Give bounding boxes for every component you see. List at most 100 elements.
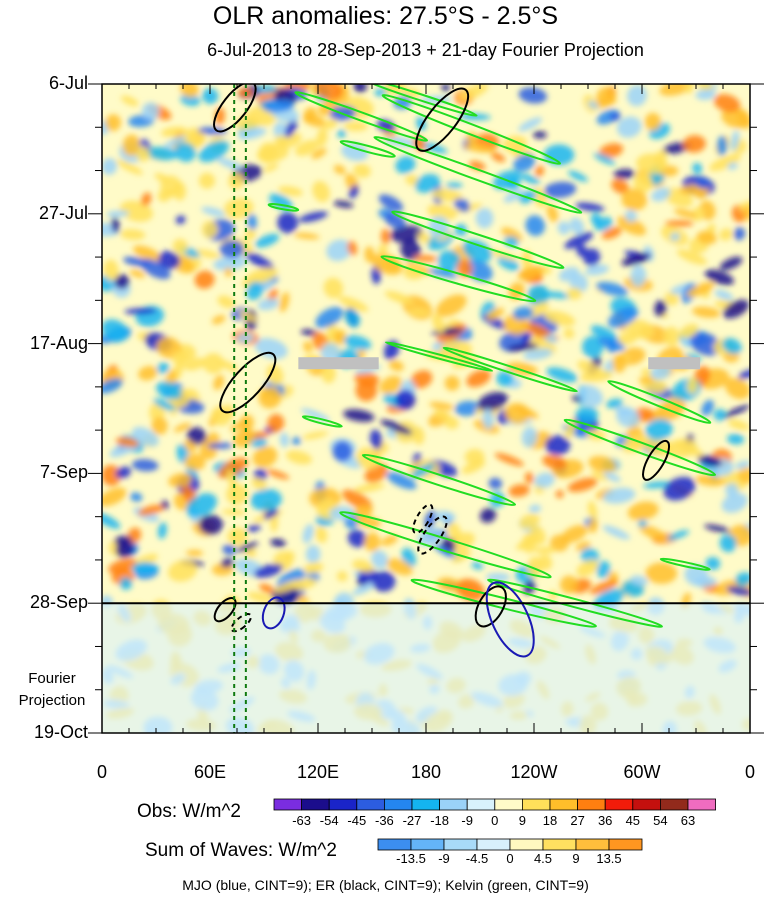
field-blob xyxy=(120,229,146,240)
field-blob xyxy=(738,200,750,212)
field-blob xyxy=(444,416,459,430)
field-blob xyxy=(679,323,699,339)
field-blob xyxy=(463,143,496,153)
axes xyxy=(88,83,764,734)
field-blob xyxy=(565,418,577,439)
field-blob xyxy=(633,172,653,193)
field-blob xyxy=(198,172,216,189)
field-blob xyxy=(589,579,619,595)
field-blob xyxy=(294,139,319,156)
colorbar-swatch xyxy=(575,838,610,851)
kelvin-contour xyxy=(487,578,663,628)
colorbar-swatch xyxy=(476,838,511,851)
missing-data-bar xyxy=(298,357,379,370)
field-blob xyxy=(621,252,652,267)
field-blob xyxy=(263,163,279,173)
field-blob xyxy=(567,170,588,182)
field-blob xyxy=(539,291,573,299)
field-blob xyxy=(616,407,640,428)
field-blob xyxy=(197,127,227,136)
field-blob xyxy=(102,378,123,394)
field-blob xyxy=(386,558,413,576)
field-blob xyxy=(560,575,579,594)
field-blob xyxy=(485,307,505,321)
field-blob xyxy=(236,333,255,344)
field-blob xyxy=(413,255,438,262)
field-blob xyxy=(279,132,302,149)
field-blob xyxy=(638,524,669,543)
field-blob xyxy=(284,119,298,138)
field-blob xyxy=(524,472,534,485)
field-blob xyxy=(609,112,621,122)
field-blob xyxy=(298,211,328,223)
x-tick-label: 60W xyxy=(623,762,661,782)
field-blob xyxy=(364,532,381,552)
field-blob xyxy=(663,476,696,501)
er-contour xyxy=(412,503,434,535)
field-blob xyxy=(625,209,637,223)
field-blob xyxy=(613,168,636,180)
field-blob xyxy=(247,592,275,603)
field-blob xyxy=(312,180,330,203)
kelvin-contour xyxy=(339,511,552,579)
field-blob xyxy=(145,146,179,161)
field-blob xyxy=(131,562,158,575)
colorbar-swatch xyxy=(509,838,544,851)
y-tick-label: 27-Jul xyxy=(38,202,88,223)
field-blob xyxy=(434,409,449,420)
field-blob xyxy=(316,127,328,147)
colorbar-swatch xyxy=(542,838,577,851)
field-blob xyxy=(563,328,575,339)
field-blob xyxy=(695,89,716,101)
field-blob xyxy=(172,350,188,366)
field-blob xyxy=(491,152,506,163)
field-blob xyxy=(184,453,206,471)
field-blob xyxy=(102,512,121,529)
field-blob xyxy=(517,265,545,280)
field-blob xyxy=(384,290,414,305)
field-blob xyxy=(569,217,585,235)
field-blob xyxy=(598,336,625,351)
field-blob xyxy=(246,524,262,533)
field-blob xyxy=(326,239,352,262)
field-blob xyxy=(228,172,245,190)
field-blob xyxy=(596,560,611,579)
field-blob xyxy=(736,108,750,129)
field-blob xyxy=(501,227,523,242)
field-blob xyxy=(684,84,694,94)
colorbar-label: 36 xyxy=(597,813,613,828)
field-blob xyxy=(714,289,734,301)
field-blob xyxy=(380,419,413,435)
field-blob xyxy=(267,414,285,433)
field-blob xyxy=(186,549,204,557)
field-blob xyxy=(704,524,731,533)
field-blob xyxy=(252,446,278,468)
field-blob xyxy=(664,220,695,227)
field-blob xyxy=(277,212,299,234)
field-blob xyxy=(686,377,698,395)
field-blob xyxy=(102,319,129,342)
field-blob xyxy=(180,84,199,98)
field-blob xyxy=(543,181,577,199)
field-blob xyxy=(494,452,524,467)
field-blob xyxy=(730,130,740,151)
field-blob xyxy=(336,571,348,582)
field-blob xyxy=(302,523,314,544)
kelvin-contour xyxy=(563,418,717,477)
field-blob xyxy=(123,256,150,267)
field-blob xyxy=(207,442,233,450)
field-blob xyxy=(302,431,329,440)
field-blob xyxy=(227,527,248,546)
field-blob xyxy=(738,369,750,380)
field-blob xyxy=(119,577,133,590)
field-blob xyxy=(585,264,610,276)
field-blob xyxy=(219,359,239,373)
kelvin-contour xyxy=(361,84,478,117)
field-blob xyxy=(303,113,326,128)
field-blob xyxy=(245,267,278,285)
field-blob xyxy=(333,164,346,175)
kelvin-contour xyxy=(381,94,562,165)
wave-colorbar-title: Sum of Waves: W/m^2 xyxy=(145,840,337,861)
field-blob xyxy=(237,542,258,552)
